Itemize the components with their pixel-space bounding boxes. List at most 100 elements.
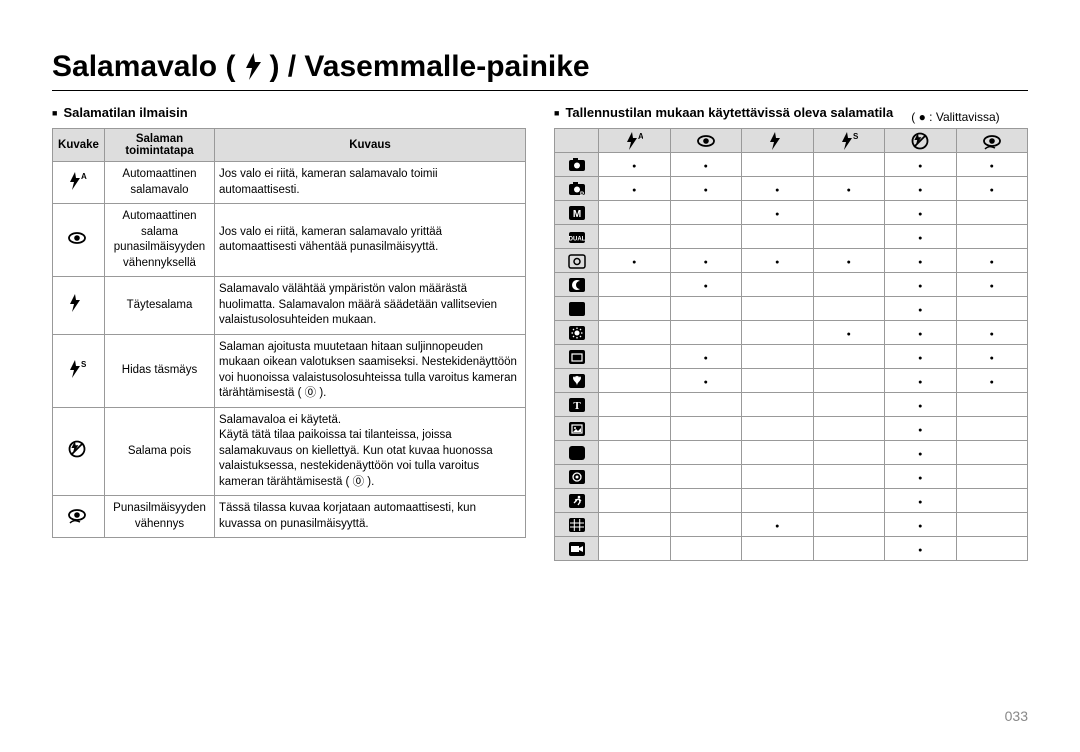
dual-icon: [568, 228, 586, 246]
matrix-cell: [885, 225, 957, 249]
matrix-cell: [599, 489, 671, 513]
mode-icon-cell: [53, 162, 105, 204]
matrix-cell: [599, 297, 671, 321]
mode-name-cell: Automaattinen salama punasilmäisyyden vä…: [105, 204, 215, 277]
matrix-cell: [813, 153, 885, 177]
matrix-row-movie: [555, 537, 599, 561]
matrix-row: [555, 153, 1028, 177]
matrix-row-black: [555, 441, 599, 465]
matrix-cell: [813, 489, 885, 513]
grid-icon: [568, 516, 586, 534]
matrix-cell: [742, 321, 814, 345]
matrix-cell: [885, 465, 957, 489]
matrix-cell: [742, 225, 814, 249]
matrix-cell: [742, 201, 814, 225]
matrix-row: [555, 417, 1028, 441]
matrix-cell: [742, 297, 814, 321]
m-icon: [568, 204, 586, 222]
matrix-cell: [742, 249, 814, 273]
flash-modes-table: Kuvake Salaman toimintatapa Kuvaus Autom…: [52, 128, 526, 538]
matrix-row-night: [555, 273, 599, 297]
matrix-cell: [742, 417, 814, 441]
matrix-cell: [885, 321, 957, 345]
matrix-cell: [670, 489, 742, 513]
text-icon: [568, 396, 586, 414]
matrix-row: [555, 321, 1028, 345]
matrix-cell: [813, 225, 885, 249]
matrix-cell: [885, 393, 957, 417]
matrix-row-macro: [555, 369, 599, 393]
matrix-cell: [956, 297, 1028, 321]
matrix-cell: [885, 369, 957, 393]
matrix-cell: [885, 489, 957, 513]
mode-icon-cell: [53, 496, 105, 538]
matrix-row-smart: [555, 249, 599, 273]
matrix-cell: [599, 177, 671, 201]
left-subhead: Salamatilan ilmaisin: [52, 105, 526, 120]
matrix-cell: [885, 441, 957, 465]
matrix-cell: [742, 441, 814, 465]
matrix-cell: [813, 369, 885, 393]
matrix-cell: [742, 177, 814, 201]
mode-icon-cell: [53, 407, 105, 496]
title-rule: [52, 90, 1028, 91]
matrix-row: [555, 369, 1028, 393]
matrix-cell: [599, 201, 671, 225]
matrix-cell: [599, 345, 671, 369]
matrix-row-cam-p: [555, 177, 599, 201]
matrix-cell: [670, 417, 742, 441]
flash-icon: [68, 294, 90, 316]
matrix-cell: [813, 513, 885, 537]
matrix-row: [555, 441, 1028, 465]
matrix-cell: [813, 537, 885, 561]
no-flash-icon: [911, 132, 929, 150]
macro-icon: [568, 372, 586, 390]
table-row: Salama poisSalamavaloa ei käytetä.Käytä …: [53, 407, 526, 496]
th-icon: Kuvake: [53, 129, 105, 162]
matrix-col-flash: [742, 129, 814, 153]
matrix-cell: [670, 273, 742, 297]
matrix-row-run: [555, 489, 599, 513]
matrix-cell: [670, 321, 742, 345]
th-mode: Salaman toimintatapa: [105, 129, 215, 162]
smart-icon: [568, 252, 586, 270]
mode-desc-cell: Salaman ajoitusta muutetaan hitaan sulji…: [215, 334, 526, 407]
matrix-row-food: [555, 465, 599, 489]
availability-matrix: [554, 128, 1028, 561]
matrix-cell: [599, 153, 671, 177]
matrix-cell: [742, 345, 814, 369]
mode-name-cell: Hidas täsmäys: [105, 334, 215, 407]
table-row: Automaattinen salamavaloJos valo ei riit…: [53, 162, 526, 204]
run-icon: [568, 492, 586, 510]
flash-a-icon: [68, 172, 90, 194]
matrix-row-dual: [555, 225, 599, 249]
matrix-cell: [742, 369, 814, 393]
matrix-cell: [670, 225, 742, 249]
matrix-cell: [956, 345, 1028, 369]
matrix-row-frame: [555, 417, 599, 441]
sun-icon: [568, 324, 586, 342]
matrix-row-sun: [555, 321, 599, 345]
table-row: Hidas täsmäysSalaman ajoitusta muutetaan…: [53, 334, 526, 407]
matrix-cell: [956, 465, 1028, 489]
matrix-cell: [885, 273, 957, 297]
matrix-cell: [742, 465, 814, 489]
table-row: Automaattinen salama punasilmäisyyden vä…: [53, 204, 526, 277]
black-icon: [568, 444, 586, 462]
matrix-cell: [742, 273, 814, 297]
legend: ( ● : Valittavissa): [911, 110, 999, 124]
matrix-cell: [885, 417, 957, 441]
mode-desc-cell: Jos valo ei riitä, kameran salamavalo to…: [215, 162, 526, 204]
mode-desc-cell: Tässä tilassa kuvaa korjataan automaatti…: [215, 496, 526, 538]
matrix-cell: [813, 297, 885, 321]
matrix-row: [555, 537, 1028, 561]
mode-name-cell: Punasilmäisyyden vähennys: [105, 496, 215, 538]
matrix-cell: [956, 321, 1028, 345]
matrix-cell: [813, 321, 885, 345]
mode-desc-cell: Salamavaloa ei käytetä.Käytä tätä tilaa …: [215, 407, 526, 496]
matrix-col-flash-a: [599, 129, 671, 153]
matrix-cell: [885, 513, 957, 537]
matrix-cell: [599, 417, 671, 441]
matrix-cell: [670, 153, 742, 177]
matrix-cell: [742, 537, 814, 561]
